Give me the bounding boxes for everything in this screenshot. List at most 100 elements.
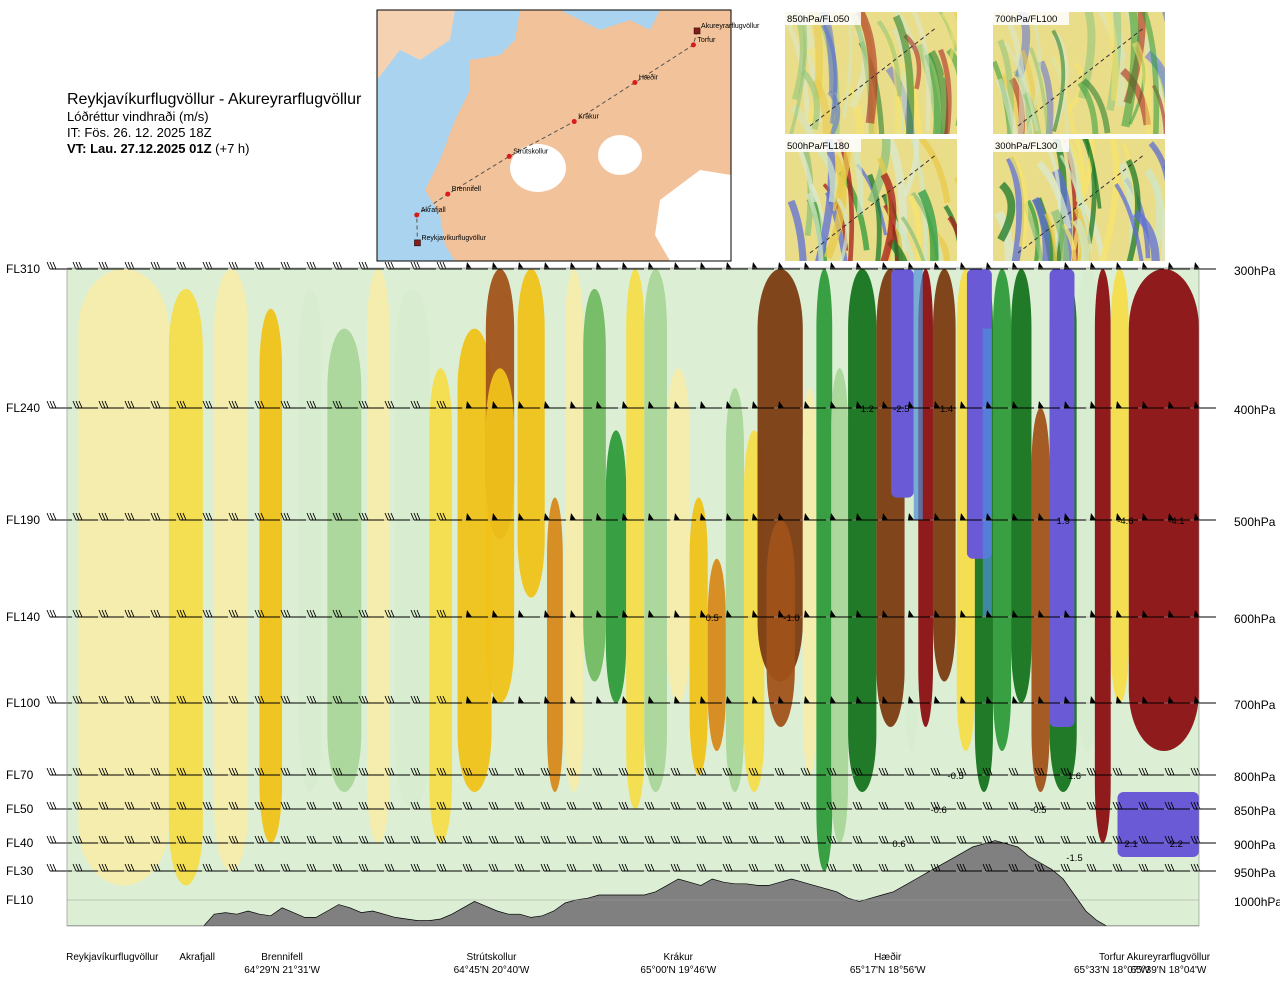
wind-barb	[1142, 696, 1164, 704]
wind-barb	[488, 863, 514, 872]
wind-barb	[804, 696, 826, 704]
wind-barb	[332, 400, 358, 409]
wind-barb	[596, 262, 618, 270]
wind-barb	[700, 262, 722, 270]
section-point-name: Torfur	[1099, 952, 1125, 963]
section-point-name: Strútskollur	[466, 952, 517, 963]
wind-barb	[1142, 513, 1164, 521]
wind-barb	[804, 401, 826, 409]
wind-barb	[280, 609, 306, 618]
section-point-name: Akrafjall	[179, 952, 215, 963]
wind-barb	[540, 863, 566, 872]
wind-barb	[254, 695, 280, 704]
wind-barb	[280, 863, 306, 872]
section-point-name: Krákur	[664, 952, 694, 963]
wind-barb	[1138, 835, 1164, 844]
wind-barb	[72, 767, 98, 776]
wind-barb	[1086, 863, 1112, 872]
wind-barb	[904, 801, 930, 810]
wind-barb	[544, 610, 566, 618]
wind-barb	[254, 767, 280, 776]
wind-barb	[466, 262, 488, 270]
wind-barbs	[46, 261, 1216, 872]
wind-barb	[960, 401, 982, 409]
wind-barb	[934, 696, 956, 704]
wind-barb	[72, 695, 98, 704]
wind-barb	[358, 835, 384, 844]
wind-barb	[648, 401, 670, 409]
wind-barb	[280, 512, 306, 521]
section-point-coord: 65°00'N 19°46'W	[640, 965, 716, 976]
wind-barb	[98, 801, 124, 810]
wind-barb	[1194, 401, 1216, 409]
wind-barb	[358, 400, 384, 409]
wind-barb	[1012, 401, 1034, 409]
wind-barb	[332, 801, 358, 810]
value-label: -1.5	[1066, 853, 1082, 864]
wind-barb	[98, 695, 124, 704]
wind-barb	[956, 863, 982, 872]
wind-barb	[696, 801, 722, 810]
wind-barb	[748, 801, 774, 810]
wind-barb	[46, 609, 72, 618]
valid-time-offset: (+7 h)	[215, 141, 250, 156]
wind-barb	[150, 863, 176, 872]
wind-barb	[1034, 767, 1060, 776]
pressure-level-label: 800hPa	[1234, 770, 1276, 784]
wind-barb	[384, 835, 410, 844]
wind-barb	[618, 835, 644, 844]
section-point-coord: 65°17'N 18°56'W	[850, 965, 926, 976]
value-label: -2.5	[893, 404, 909, 415]
flight-level-label: FL240	[6, 401, 40, 415]
wind-barb	[1190, 767, 1216, 776]
wind-barb	[622, 513, 644, 521]
wind-barb	[1116, 262, 1138, 270]
flight-level-label: FL100	[6, 696, 40, 710]
wind-barb	[670, 835, 696, 844]
wind-barb	[46, 261, 72, 270]
wind-barb	[934, 610, 956, 618]
flight-level-label: FL10	[6, 893, 34, 907]
wind-barb	[644, 801, 670, 810]
wind-barb	[566, 863, 592, 872]
wind-barb	[254, 400, 280, 409]
wind-barb	[596, 401, 618, 409]
wind-barb	[752, 262, 774, 270]
wind-barb	[466, 401, 488, 409]
wind-barb	[46, 512, 72, 521]
wind-barb	[150, 767, 176, 776]
wind-barb	[254, 609, 280, 618]
wind-barb	[596, 513, 618, 521]
wind-barb	[622, 262, 644, 270]
variable-subtitle: Lóðréttur vindhraði (m/s)	[67, 109, 209, 124]
wind-barb	[748, 835, 774, 844]
wind-barb	[778, 696, 800, 704]
wind-barb	[410, 400, 436, 409]
wind-barb	[254, 801, 280, 810]
wind-barb	[150, 835, 176, 844]
flight-level-label: FL190	[6, 513, 40, 527]
value-label: -0.5	[1030, 805, 1046, 816]
wind-barb	[358, 512, 384, 521]
wind-barb	[1012, 610, 1034, 618]
wind-barb	[72, 801, 98, 810]
wind-barb	[774, 801, 800, 810]
flight-level-label: FL70	[6, 768, 34, 782]
pressure-level-label: 500hPa	[1234, 515, 1276, 529]
wind-barb	[700, 513, 722, 521]
wind-barb	[826, 863, 852, 872]
pressure-level-label: 300hPa	[1234, 264, 1276, 278]
wind-barb	[930, 801, 956, 810]
section-point-name: Brennifell	[261, 952, 303, 963]
wind-barb	[592, 767, 618, 776]
issue-time: IT: Fös. 26. 12. 2025 18Z	[67, 125, 212, 140]
wind-barb	[852, 835, 878, 844]
wind-barb	[1164, 767, 1190, 776]
wind-barb	[774, 835, 800, 844]
wind-barb	[774, 863, 800, 872]
wind-barb	[176, 400, 202, 409]
wind-barb	[670, 801, 696, 810]
wind-barb	[722, 835, 748, 844]
wind-barb	[514, 767, 540, 776]
wind-barb	[176, 835, 202, 844]
